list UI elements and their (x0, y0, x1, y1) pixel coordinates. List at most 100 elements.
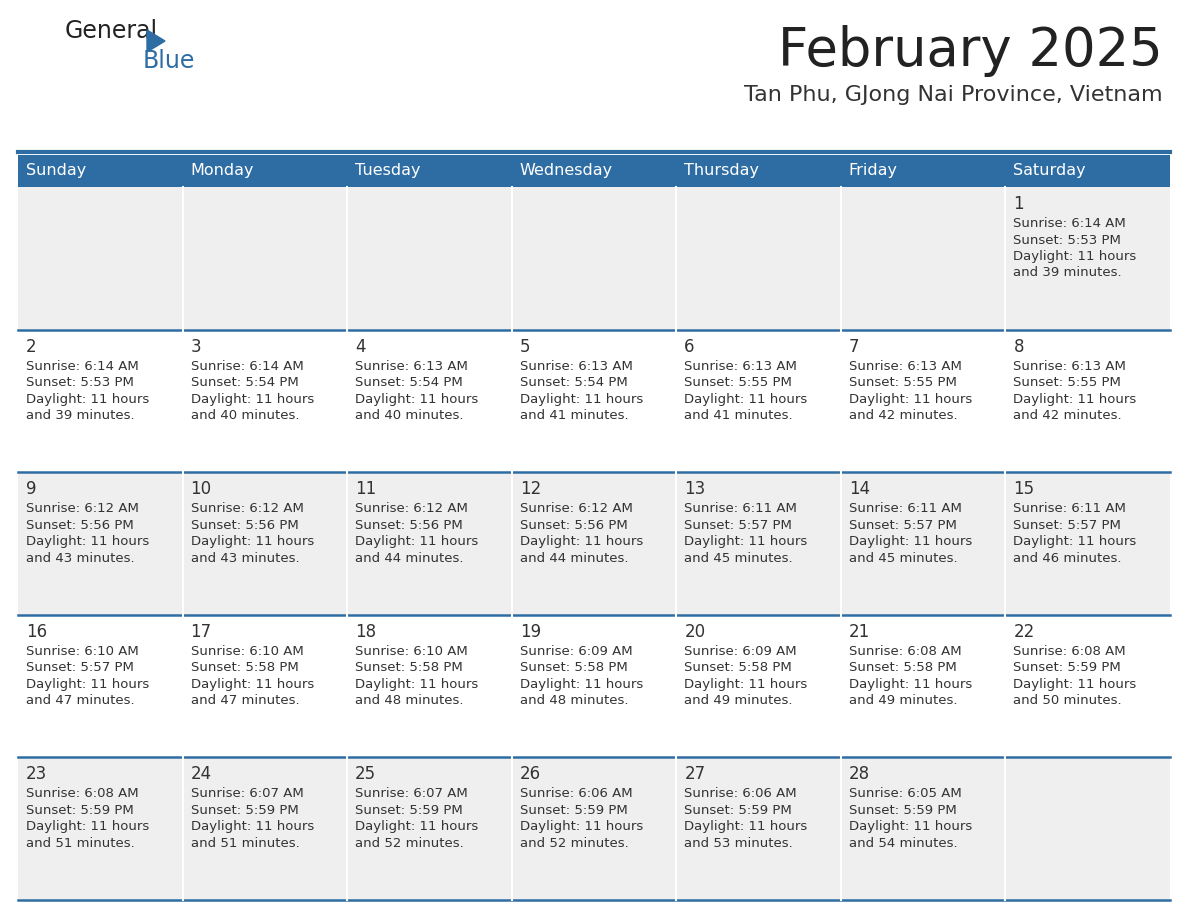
Text: and 52 minutes.: and 52 minutes. (355, 837, 463, 850)
Text: Sunset: 5:59 PM: Sunset: 5:59 PM (849, 804, 956, 817)
Text: Sunset: 5:59 PM: Sunset: 5:59 PM (26, 804, 134, 817)
Text: Daylight: 11 hours: Daylight: 11 hours (1013, 677, 1137, 691)
Text: 24: 24 (190, 766, 211, 783)
Text: Daylight: 11 hours: Daylight: 11 hours (849, 535, 972, 548)
Text: Daylight: 11 hours: Daylight: 11 hours (684, 393, 808, 406)
Text: Sunset: 5:57 PM: Sunset: 5:57 PM (684, 519, 792, 532)
Text: Sunrise: 6:09 AM: Sunrise: 6:09 AM (684, 644, 797, 658)
Text: Sunrise: 6:13 AM: Sunrise: 6:13 AM (1013, 360, 1126, 373)
Text: and 45 minutes.: and 45 minutes. (684, 552, 792, 565)
Text: 9: 9 (26, 480, 37, 498)
Text: Sunrise: 6:13 AM: Sunrise: 6:13 AM (519, 360, 632, 373)
Text: Saturday: Saturday (1013, 163, 1086, 178)
Text: Sunrise: 6:11 AM: Sunrise: 6:11 AM (1013, 502, 1126, 515)
Text: 25: 25 (355, 766, 377, 783)
Text: Friday: Friday (849, 163, 898, 178)
Text: Sunset: 5:56 PM: Sunset: 5:56 PM (26, 519, 134, 532)
Text: Thursday: Thursday (684, 163, 759, 178)
Text: Daylight: 11 hours: Daylight: 11 hours (355, 393, 479, 406)
Text: and 44 minutes.: and 44 minutes. (519, 552, 628, 565)
Text: 12: 12 (519, 480, 541, 498)
Text: and 46 minutes.: and 46 minutes. (1013, 552, 1121, 565)
Text: Sunrise: 6:13 AM: Sunrise: 6:13 AM (849, 360, 962, 373)
Text: Sunset: 5:59 PM: Sunset: 5:59 PM (519, 804, 627, 817)
Text: Daylight: 11 hours: Daylight: 11 hours (190, 393, 314, 406)
Text: and 40 minutes.: and 40 minutes. (190, 409, 299, 422)
Text: and 39 minutes.: and 39 minutes. (1013, 266, 1121, 279)
Text: General: General (65, 19, 158, 43)
Text: and 47 minutes.: and 47 minutes. (26, 694, 134, 707)
Text: 15: 15 (1013, 480, 1035, 498)
Text: 26: 26 (519, 766, 541, 783)
Text: Sunrise: 6:12 AM: Sunrise: 6:12 AM (190, 502, 303, 515)
Text: Sunset: 5:55 PM: Sunset: 5:55 PM (1013, 376, 1121, 389)
Text: 23: 23 (26, 766, 48, 783)
Text: 22: 22 (1013, 622, 1035, 641)
Text: 1: 1 (1013, 195, 1024, 213)
Text: Daylight: 11 hours: Daylight: 11 hours (355, 677, 479, 691)
Text: Sunrise: 6:14 AM: Sunrise: 6:14 AM (190, 360, 303, 373)
Text: Tan Phu, GJong Nai Province, Vietnam: Tan Phu, GJong Nai Province, Vietnam (745, 85, 1163, 105)
Text: 18: 18 (355, 622, 377, 641)
Text: 14: 14 (849, 480, 870, 498)
Text: Sunrise: 6:14 AM: Sunrise: 6:14 AM (26, 360, 139, 373)
Text: and 47 minutes.: and 47 minutes. (190, 694, 299, 707)
Text: Daylight: 11 hours: Daylight: 11 hours (26, 393, 150, 406)
Text: Tuesday: Tuesday (355, 163, 421, 178)
Text: Sunset: 5:58 PM: Sunset: 5:58 PM (190, 661, 298, 675)
Text: Sunset: 5:59 PM: Sunset: 5:59 PM (1013, 661, 1121, 675)
Text: Daylight: 11 hours: Daylight: 11 hours (1013, 535, 1137, 548)
Text: Daylight: 11 hours: Daylight: 11 hours (190, 821, 314, 834)
Text: and 49 minutes.: and 49 minutes. (684, 694, 792, 707)
Text: 6: 6 (684, 338, 695, 355)
Text: Daylight: 11 hours: Daylight: 11 hours (26, 677, 150, 691)
Text: and 51 minutes.: and 51 minutes. (190, 837, 299, 850)
Text: Sunset: 5:54 PM: Sunset: 5:54 PM (355, 376, 463, 389)
Text: Sunset: 5:53 PM: Sunset: 5:53 PM (26, 376, 134, 389)
Text: Daylight: 11 hours: Daylight: 11 hours (684, 821, 808, 834)
Text: February 2025: February 2025 (778, 25, 1163, 77)
Text: Sunrise: 6:12 AM: Sunrise: 6:12 AM (519, 502, 632, 515)
Text: Daylight: 11 hours: Daylight: 11 hours (519, 821, 643, 834)
Text: Daylight: 11 hours: Daylight: 11 hours (190, 535, 314, 548)
Text: 19: 19 (519, 622, 541, 641)
Text: Sunset: 5:57 PM: Sunset: 5:57 PM (1013, 519, 1121, 532)
Text: Sunrise: 6:08 AM: Sunrise: 6:08 AM (849, 644, 961, 658)
Polygon shape (147, 30, 165, 52)
Bar (18, 155, 1170, 187)
Text: Sunrise: 6:11 AM: Sunrise: 6:11 AM (684, 502, 797, 515)
Text: Sunset: 5:58 PM: Sunset: 5:58 PM (849, 661, 956, 675)
Text: Sunrise: 6:13 AM: Sunrise: 6:13 AM (355, 360, 468, 373)
Text: Daylight: 11 hours: Daylight: 11 hours (519, 677, 643, 691)
Text: 2: 2 (26, 338, 37, 355)
Text: Daylight: 11 hours: Daylight: 11 hours (355, 821, 479, 834)
Text: Sunset: 5:57 PM: Sunset: 5:57 PM (849, 519, 956, 532)
Text: Sunset: 5:58 PM: Sunset: 5:58 PM (355, 661, 463, 675)
Text: Sunset: 5:53 PM: Sunset: 5:53 PM (1013, 233, 1121, 247)
Text: Sunrise: 6:10 AM: Sunrise: 6:10 AM (190, 644, 303, 658)
Text: 5: 5 (519, 338, 530, 355)
Text: Daylight: 11 hours: Daylight: 11 hours (684, 535, 808, 548)
Text: and 48 minutes.: and 48 minutes. (519, 694, 628, 707)
Text: and 41 minutes.: and 41 minutes. (684, 409, 792, 422)
Text: Monday: Monday (190, 163, 254, 178)
Text: 21: 21 (849, 622, 870, 641)
Text: Sunday: Sunday (26, 163, 87, 178)
Text: 27: 27 (684, 766, 706, 783)
Text: Sunset: 5:56 PM: Sunset: 5:56 PM (519, 519, 627, 532)
Text: 28: 28 (849, 766, 870, 783)
Text: Sunrise: 6:10 AM: Sunrise: 6:10 AM (26, 644, 139, 658)
Text: 8: 8 (1013, 338, 1024, 355)
Text: Daylight: 11 hours: Daylight: 11 hours (26, 821, 150, 834)
Text: Sunrise: 6:07 AM: Sunrise: 6:07 AM (190, 788, 303, 800)
Text: 20: 20 (684, 622, 706, 641)
Text: Sunrise: 6:08 AM: Sunrise: 6:08 AM (26, 788, 139, 800)
Text: Sunset: 5:59 PM: Sunset: 5:59 PM (190, 804, 298, 817)
Text: and 42 minutes.: and 42 minutes. (1013, 409, 1121, 422)
Text: Sunrise: 6:10 AM: Sunrise: 6:10 AM (355, 644, 468, 658)
Text: and 43 minutes.: and 43 minutes. (190, 552, 299, 565)
Text: Sunrise: 6:07 AM: Sunrise: 6:07 AM (355, 788, 468, 800)
Text: Sunrise: 6:06 AM: Sunrise: 6:06 AM (519, 788, 632, 800)
Text: Daylight: 11 hours: Daylight: 11 hours (26, 535, 150, 548)
Text: 13: 13 (684, 480, 706, 498)
